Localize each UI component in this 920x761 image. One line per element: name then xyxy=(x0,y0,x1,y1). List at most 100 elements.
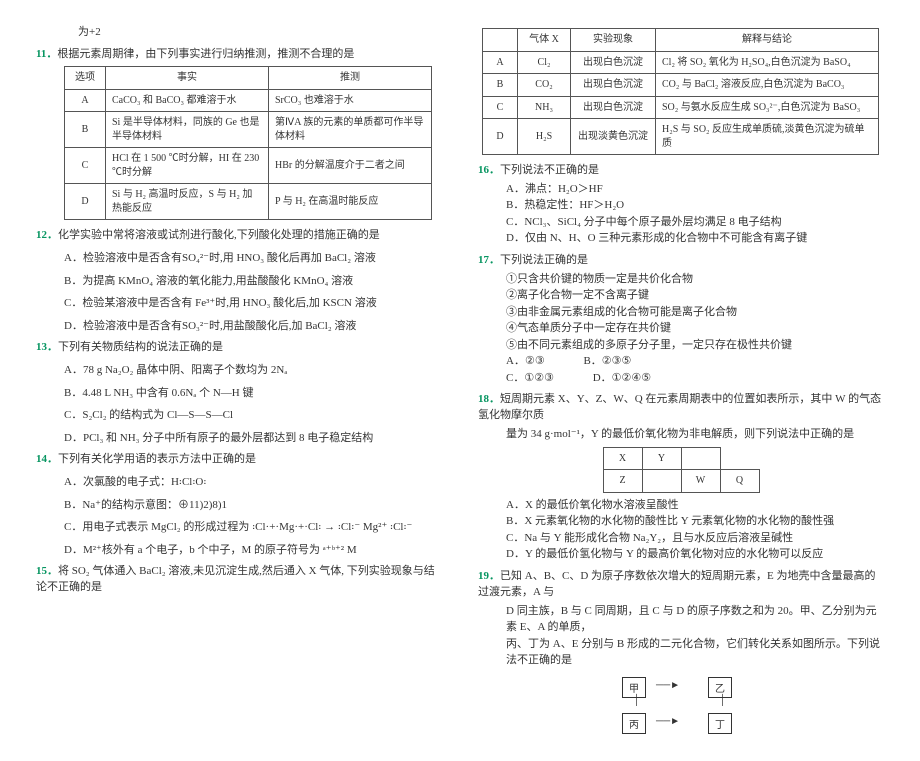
opt-text: 用电子式表示 MgCl₂ 的形成过程为 ꞉Cl·+·Mg·+·Cl꞉ → ꞉Cl… xyxy=(82,521,412,533)
opt-text: Na 与 Y 能形成化合物 Na₂Y₂，且与水反应后溶液呈碱性 xyxy=(524,532,793,544)
q19-diagram: 甲 乙 丙 丁 ──► ──► │ │ xyxy=(616,675,746,737)
q18-table-wrap: X Y Z W Q xyxy=(478,443,884,497)
q19-text-b: D 同主族，B 与 C 同周期，且 C 与 D 的原子序数之和为 20。甲、乙分… xyxy=(506,603,884,636)
cell: B xyxy=(483,74,518,97)
table-row: X Y xyxy=(603,447,759,470)
left-column: 为+2 11．根据元素周期律，由下列事实进行归纳推测，推测不合理的是 选项 事实… xyxy=(36,24,442,737)
opt-text: X 的最低价氧化物水溶液呈酸性 xyxy=(525,499,679,511)
table-row: C HCl 在 1 500 ℃时分解，HI 在 230 ℃时分解 HBr 的分解… xyxy=(65,148,432,184)
q13-opt-a: A．78 g Na₂O₂ 晶体中阴、阳离子个数均为 2Nₐ xyxy=(64,362,442,379)
q18-opt-b: B．X 元素氧化物的水化物的酸性比 Y 元素氧化物的水化物的酸性强 xyxy=(506,513,884,530)
cell: CaCO₃ 和 BaCO₃ 都难溶于水 xyxy=(106,89,269,112)
opt-text: 热稳定性：HF＞H₂O xyxy=(524,199,624,211)
q18-text-a: 短周期元素 X、Y、Z、W、Q 在元素周期表中的位置如表所示，其中 W 的气态氢… xyxy=(478,393,881,421)
cell: CO₂ 与 BaCl₂ 溶液反应,白色沉淀为 BaCO₃ xyxy=(656,74,879,97)
q12-text: 化学实验中常将溶液或试剂进行酸化,下列酸化处理的措施正确的是 xyxy=(58,229,380,241)
opt-text: 检验某溶液中是否含有 Fe³⁺时,用 HNO₃ 酸化后,加 KSCN 溶液 xyxy=(82,297,376,309)
table-row: B CO₂ 出现白色沉淀 CO₂ 与 BaCl₂ 溶液反应,白色沉淀为 BaCO… xyxy=(483,74,879,97)
q17-choice-d: D．①②④⑤ xyxy=(593,370,669,387)
q17-item4: ④气态单质分子中一定存在共价键 xyxy=(506,320,884,337)
opt-text: Na⁺的结构示意图：⊕11)2)8)1 xyxy=(82,499,227,511)
q18-table: X Y Z W Q xyxy=(603,447,760,493)
th-deduce: 推测 xyxy=(269,67,432,90)
table-row: C NH₃ 出现白色沉淀 SO₂ 与氨水反应生成 SO₃²⁻,白色沉淀为 BaS… xyxy=(483,96,879,119)
cell: Si 与 H₂ 高温时反应，S 与 H₂ 加热能反应 xyxy=(106,184,269,220)
cell: 气体 X xyxy=(518,29,571,52)
q12-opt-b: B．为提高 KMnO₄ 溶液的氧化能力,用盐酸酸化 KMnO₄ 溶液 xyxy=(64,273,442,290)
cell: 出现白色沉淀 xyxy=(571,74,656,97)
arrow-icon: │ xyxy=(633,695,640,706)
opt-text: PCl₃ 和 NH₃ 分子中所有原子的最外层都达到 8 电子稳定结构 xyxy=(83,432,373,444)
arrow-icon: ──► xyxy=(656,680,680,691)
cell xyxy=(483,29,518,52)
cell: X xyxy=(603,447,642,470)
cell: 实验现象 xyxy=(571,29,656,52)
cell: W xyxy=(681,470,720,493)
q14-opt-d: D．M²⁺核外有 a 个电子，b 个中子，M 的原子符号为 ᵃ⁺ᵇ⁺² M xyxy=(64,542,442,559)
table-row: Z W Q xyxy=(603,470,759,493)
cell: C xyxy=(65,148,106,184)
q18-text-b: 量为 34 g·mol⁻¹，Y 的最低价氧化物为非电解质，则下列说法中正确的是 xyxy=(506,426,884,443)
q15-num: 15． xyxy=(36,565,58,577)
q11-num: 11． xyxy=(36,48,57,60)
q13-text: 下列有关物质结构的说法正确的是 xyxy=(58,341,223,353)
opt-text: ①②④⑤ xyxy=(612,370,651,387)
opt-text: 检验溶液中是否含有SO₄²⁻时,用 HNO₃ 酸化后再加 BaCl₂ 溶液 xyxy=(83,252,376,264)
opt-text: 78 g Na₂O₂ 晶体中阴、阳离子个数均为 2Nₐ xyxy=(83,364,287,376)
q14: 14．下列有关化学用语的表示方法中正确的是 xyxy=(36,452,442,468)
cell: SrCO₃ 也难溶于水 xyxy=(269,89,432,112)
opt-text: Y 的最低价氢化物与 Y 的最高价氧化物对应的水化物可以反应 xyxy=(525,548,823,560)
q17-choice-c: C．①②③ xyxy=(506,370,572,387)
opt-text: NCl₃、SiCl₄ 分子中每个原子最外层均满足 8 电子结构 xyxy=(524,216,781,228)
th-fact: 事实 xyxy=(106,67,269,90)
q14-opt-c: C．用电子式表示 MgCl₂ 的形成过程为 ꞉Cl·+·Mg·+·Cl꞉ → ꞉… xyxy=(64,519,442,536)
q17-choice-a: A．②③ xyxy=(506,353,563,370)
q12-opt-c: C．检验某溶液中是否含有 Fe³⁺时,用 HNO₃ 酸化后,加 KSCN 溶液 xyxy=(64,295,442,312)
table-row: A CaCO₃ 和 BaCO₃ 都难溶于水 SrCO₃ 也难溶于水 xyxy=(65,89,432,112)
q15-text: 将 SO₂ 气体通入 BaCl₂ 溶液,未见沉淀生成,然后通入 X 气体, 下列… xyxy=(36,565,435,593)
cell: 解释与结论 xyxy=(656,29,879,52)
q18-num: 18． xyxy=(478,393,500,405)
opt-text: ②③ xyxy=(525,353,545,370)
cell: 出现白色沉淀 xyxy=(571,51,656,74)
cell: P 与 H₂ 在高温时能反应 xyxy=(269,184,432,220)
cell: Cl₂ 将 SO₂ 氧化为 H₂SO₄,白色沉淀为 BaSO₄ xyxy=(656,51,879,74)
q18-opt-c: C．Na 与 Y 能形成化合物 Na₂Y₂，且与水反应后溶液呈碱性 xyxy=(506,530,884,547)
cell: Cl₂ xyxy=(518,51,571,74)
cell: A xyxy=(483,51,518,74)
cell: C xyxy=(483,96,518,119)
q17-choices-2: C．①②③ D．①②④⑤ xyxy=(506,370,884,387)
q18-opt-d: D．Y 的最低价氢化物与 Y 的最高价氧化物对应的水化物可以反应 xyxy=(506,546,884,563)
q15: 15．将 SO₂ 气体通入 BaCl₂ 溶液,未见沉淀生成,然后通入 X 气体,… xyxy=(36,564,442,596)
q14-opt-a: A．次氯酸的电子式：H꞉Cl꞉O꞉ xyxy=(64,474,442,491)
cell: 出现淡黄色沉淀 xyxy=(571,119,656,155)
q12: 12．化学实验中常将溶液或试剂进行酸化,下列酸化处理的措施正确的是 xyxy=(36,228,442,244)
cell: Q xyxy=(720,470,759,493)
cell: D xyxy=(65,184,106,220)
cell: HCl 在 1 500 ℃时分解，HI 在 230 ℃时分解 xyxy=(106,148,269,184)
opt-text: 4.48 L NH₃ 中含有 0.6Nₐ 个 N—H 键 xyxy=(82,387,253,399)
cell: 出现白色沉淀 xyxy=(571,96,656,119)
cell xyxy=(681,447,720,470)
q12-opt-d: D．检验溶液中是否含有SO₃²⁻时,用盐酸酸化后,加 BaCl₂ 溶液 xyxy=(64,318,442,335)
q13-num: 13． xyxy=(36,341,58,353)
table-row: D Si 与 H₂ 高温时反应，S 与 H₂ 加热能反应 P 与 H₂ 在高温时… xyxy=(65,184,432,220)
q13: 13．下列有关物质结构的说法正确的是 xyxy=(36,340,442,356)
continuation-text: 为+2 xyxy=(78,24,442,41)
q16-opt-a: A．沸点：H₂O＞HF xyxy=(506,181,884,198)
node-ding: 丁 xyxy=(708,713,732,734)
q16-opt-c: C．NCl₃、SiCl₄ 分子中每个原子最外层均满足 8 电子结构 xyxy=(506,214,884,231)
q17-item1: ①只含共价键的物质一定是共价化合物 xyxy=(506,271,884,288)
q16-opt-d: D．仅由 N、H、O 三种元素形成的化合物中不可能含有离子键 xyxy=(506,230,884,247)
q17-choices: A．②③ B．②③⑤ xyxy=(506,353,884,370)
q17: 17．下列说法正确的是 xyxy=(478,253,884,269)
opt-text: 仅由 N、H、O 三种元素形成的化合物中不可能含有离子键 xyxy=(525,232,807,244)
q16-opt-b: B．热稳定性：HF＞H₂O xyxy=(506,197,884,214)
table-row: B Si 是半导体材料，同族的 Ge 也是半导体材料 第ⅣA 族的元素的单质都可… xyxy=(65,112,432,148)
cell: H₂S xyxy=(518,119,571,155)
q13-opt-c: C．S₂Cl₂ 的结构式为 Cl—S—S—Cl xyxy=(64,407,442,424)
cell: B xyxy=(65,112,106,148)
q17-item3: ③由非金属元素组成的化合物可能是离子化合物 xyxy=(506,304,884,321)
opt-text: X 元素氧化物的水化物的酸性比 Y 元素氧化物的水化物的酸性强 xyxy=(524,515,834,527)
opt-text: 为提高 KMnO₄ 溶液的氧化能力,用盐酸酸化 KMnO₄ 溶液 xyxy=(82,275,353,287)
